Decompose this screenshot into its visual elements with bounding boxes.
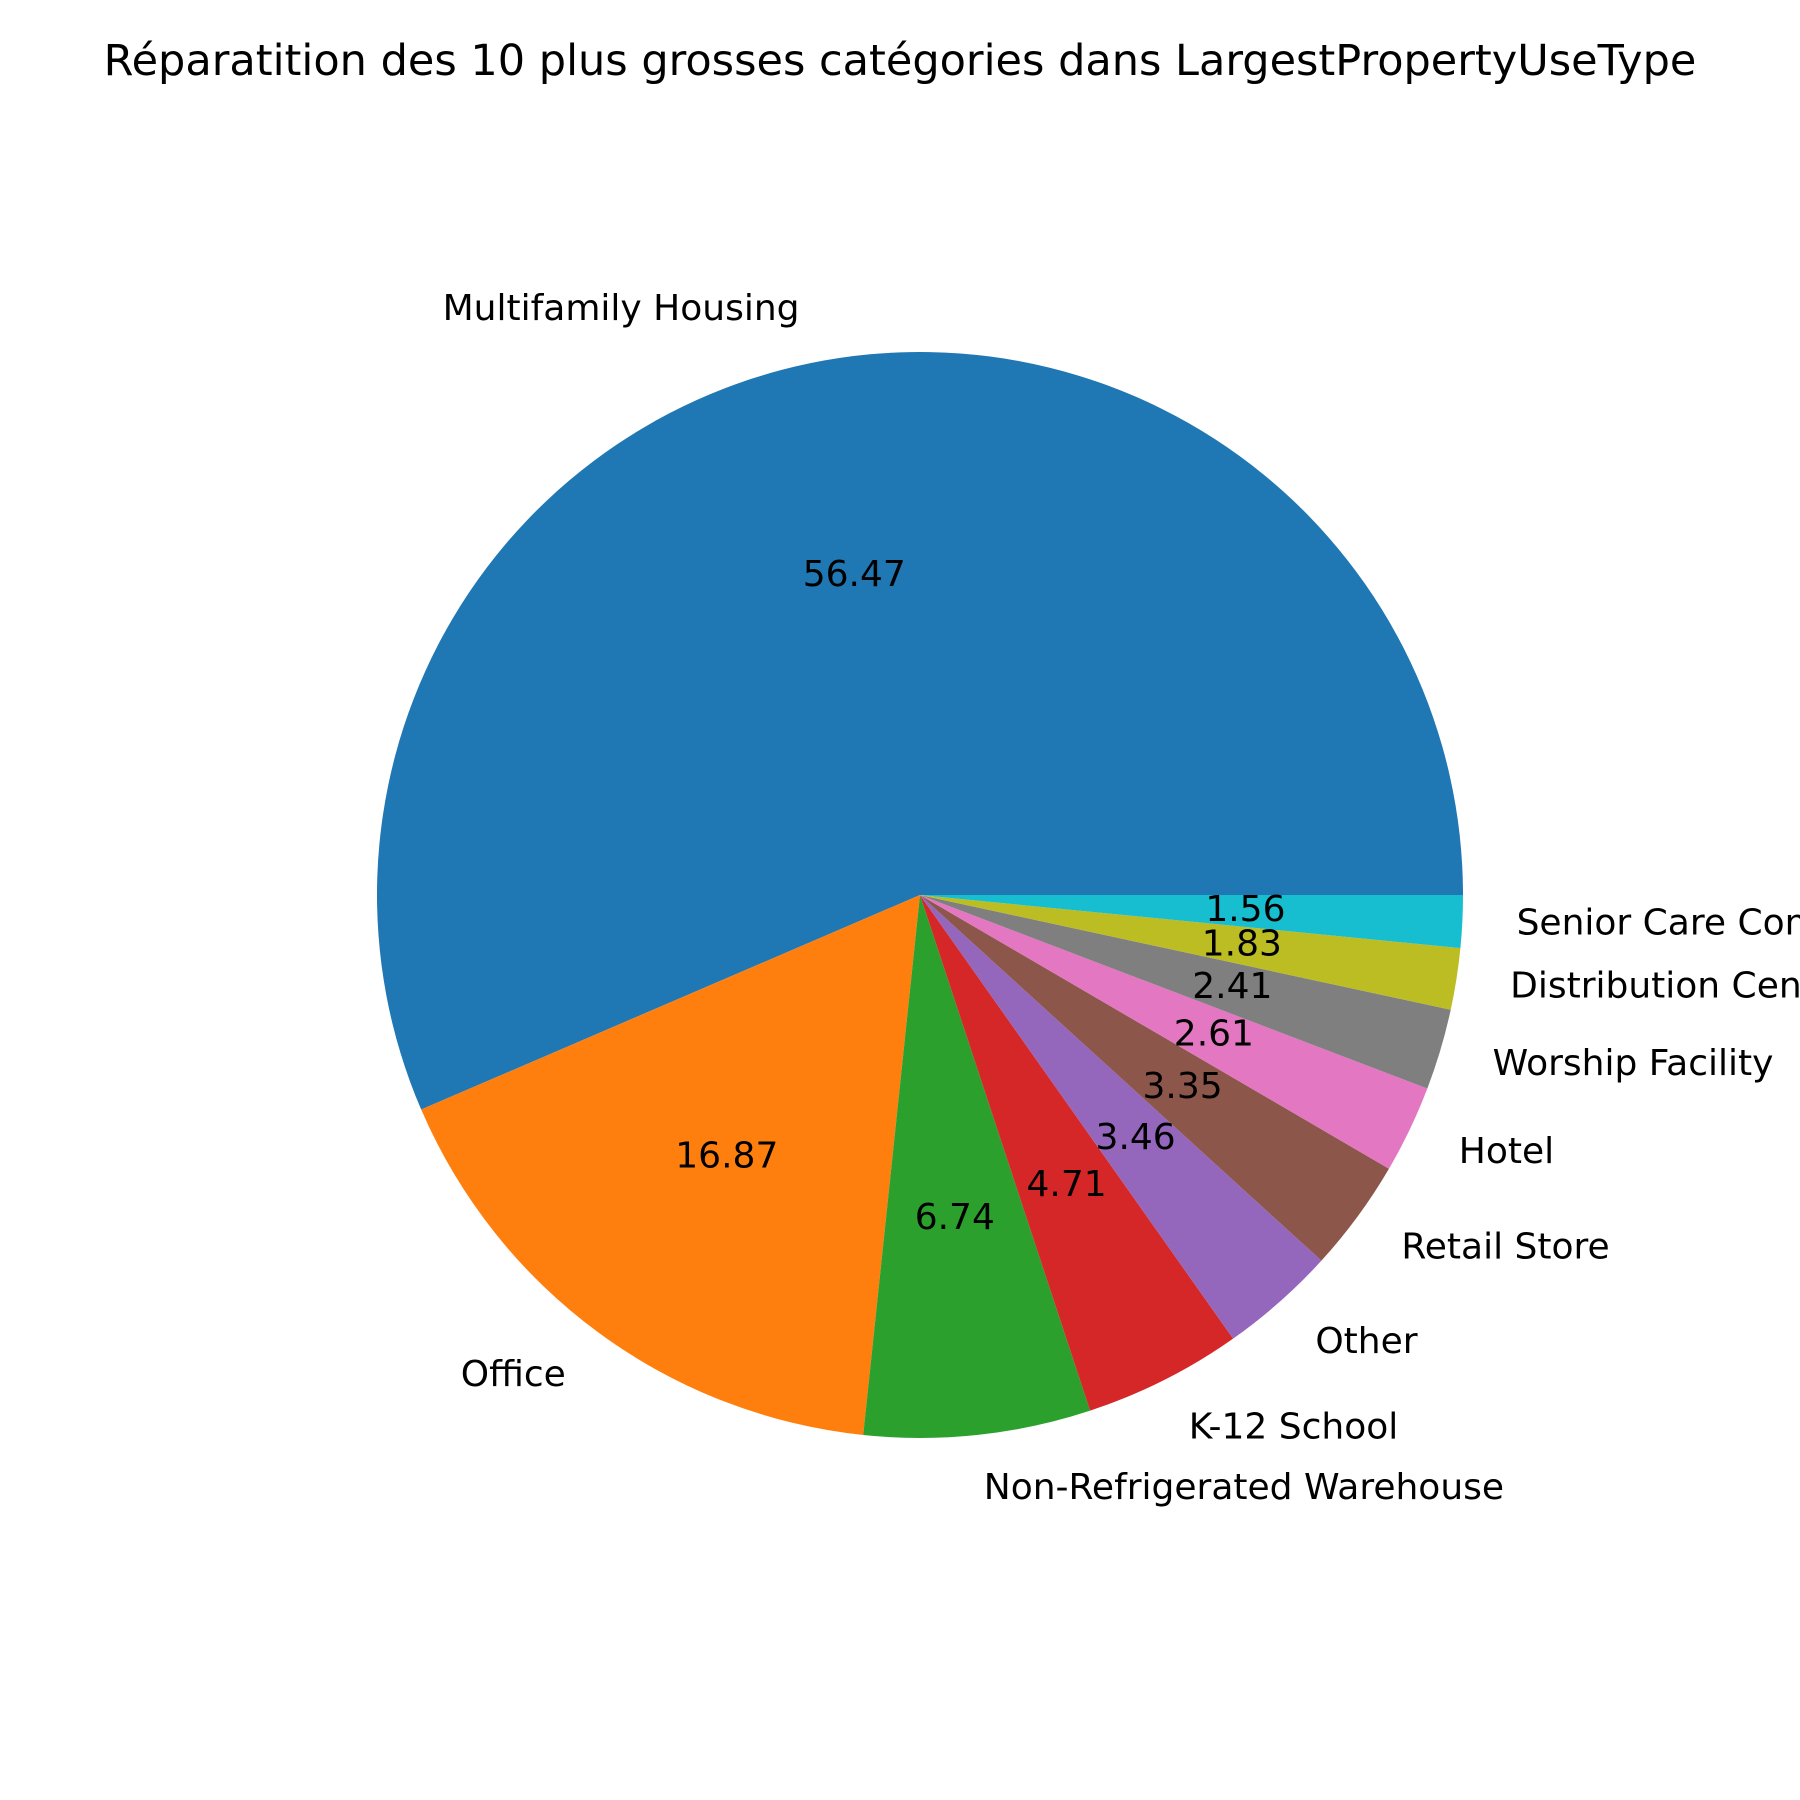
value-label-other: 3.46 [1096,1117,1176,1158]
value-label-hotel: 2.61 [1174,1014,1254,1055]
pie-slices [377,352,1464,1438]
slice-non-refrigerated-warehouse [863,895,1091,1438]
slice-label-k-12-school: K-12 School [1189,1406,1399,1447]
slice-worship-facility [920,895,1451,1089]
value-label-multifamily-housing: 56.47 [803,554,906,595]
slice-hotel [920,895,1428,1169]
slice-label-distribution-center: Distribution Center [1510,966,1800,1007]
value-label-non-refrigerated-warehouse: 6.74 [915,1197,995,1238]
slice-other [920,895,1322,1339]
slice-distribution-center [920,895,1461,1010]
chart-title: Réparatition des 10 plus grosses catégor… [104,36,1697,86]
slice-label-office: Office [461,1354,566,1395]
value-label-office: 16.87 [675,1135,778,1176]
value-label-retail-store: 3.35 [1142,1066,1222,1107]
slice-label-retail-store: Retail Store [1401,1227,1609,1268]
slice-label-worship-facility: Worship Facility [1493,1043,1774,1084]
slice-senior-care-community [920,895,1463,949]
slice-labels: Multifamily Housing Office Non-Refrigerate… [443,288,1800,1508]
slice-office [421,895,920,1436]
slice-label-multifamily-housing: Multifamily Housing [443,288,800,329]
slice-label-senior-care-community: Senior Care Community [1517,902,1800,943]
slice-label-non-refrigerated-warehouse: Non-Refrigerated Warehouse [984,1467,1504,1508]
value-label-distribution-center: 1.83 [1202,923,1282,964]
value-label-senior-care-community: 1.56 [1205,889,1285,930]
value-label-worship-facility: 2.41 [1192,966,1272,1007]
slice-multifamily-housing [377,352,1464,1110]
slice-k-12-school [920,895,1234,1411]
value-labels: 56.47 16.87 6.74 4.71 3.46 3.35 2.61 2.411.831.… [675,554,1285,1238]
value-label-k-12-school: 4.71 [1026,1164,1106,1205]
slice-retail-store [920,895,1389,1261]
slice-label-other: Other [1315,1321,1417,1362]
slice-label-hotel: Hotel [1459,1131,1554,1172]
